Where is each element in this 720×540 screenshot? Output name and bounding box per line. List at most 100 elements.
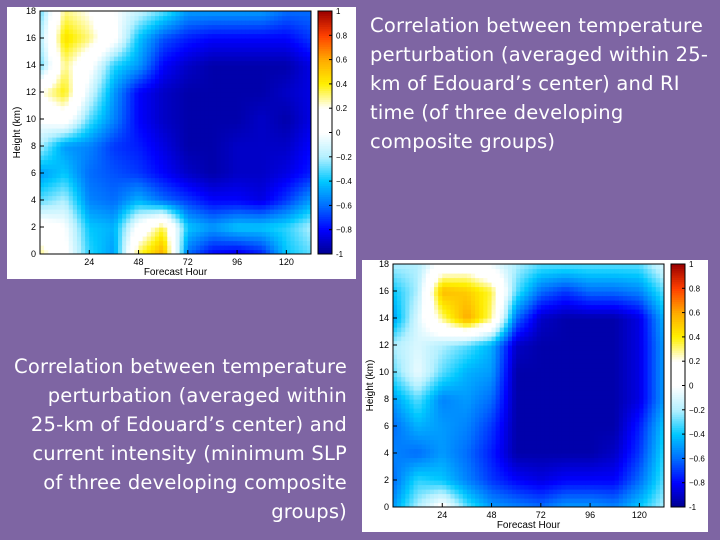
heatmap-cell <box>282 33 287 39</box>
heatmap-cell <box>401 363 406 369</box>
heatmap-cell <box>72 114 78 120</box>
heatmap-cell <box>138 222 144 228</box>
heatmap-cell <box>425 403 431 409</box>
heatmap-cell <box>85 11 90 17</box>
heatmap-cell <box>196 200 201 206</box>
heatmap-cell <box>282 56 287 62</box>
heatmap-cell <box>113 42 119 48</box>
heatmap-cell <box>446 354 452 360</box>
heatmap-cell <box>154 222 160 228</box>
heatmap-cell <box>274 177 279 183</box>
heatmap-cell <box>417 457 423 463</box>
heatmap-cell <box>397 349 402 355</box>
heatmap-cell <box>397 462 402 468</box>
heatmap-cell <box>60 155 66 161</box>
x-tick-label: 96 <box>232 257 242 267</box>
heatmap-cell <box>434 340 439 346</box>
heatmap-cell <box>471 322 476 328</box>
colorbar-swatch <box>318 145 332 149</box>
heatmap-cell <box>113 150 119 156</box>
heatmap-cell <box>208 87 214 93</box>
heatmap-cell <box>105 114 111 120</box>
heatmap-cell <box>68 83 74 89</box>
heatmap-cell <box>97 87 103 93</box>
heatmap-cell <box>138 33 144 39</box>
heatmap-cell <box>224 78 230 84</box>
heatmap-cell <box>208 204 214 210</box>
heatmap-cell <box>257 74 263 80</box>
heatmap-cell <box>97 182 103 188</box>
heatmap-cell <box>286 218 292 224</box>
heatmap-cell <box>200 51 205 57</box>
heatmap-cell <box>434 318 439 324</box>
heatmap-cell <box>113 51 119 57</box>
heatmap-cell <box>274 20 279 26</box>
heatmap-cell <box>479 471 484 477</box>
heatmap-cell <box>204 236 209 242</box>
heatmap-cell <box>159 227 164 233</box>
heatmap-cell <box>265 177 271 183</box>
heatmap-cell <box>253 74 259 80</box>
heatmap-cell <box>471 327 476 333</box>
heatmap-cell <box>200 150 205 156</box>
heatmap-cell <box>475 475 480 481</box>
heatmap-cell <box>89 231 94 237</box>
heatmap-cell <box>294 65 300 71</box>
heatmap-cell <box>413 484 419 490</box>
heatmap-cell <box>450 408 456 414</box>
heatmap-cell <box>245 150 251 156</box>
heatmap-cell <box>175 83 181 89</box>
heatmap-cell <box>200 240 205 246</box>
heatmap-cell <box>286 141 292 147</box>
heatmap-cell <box>89 128 94 134</box>
heatmap-cell <box>101 42 107 48</box>
heatmap-cell <box>154 168 160 174</box>
heatmap-cell <box>89 218 94 224</box>
heatmap-cell <box>290 119 296 125</box>
heatmap-cell <box>76 218 82 224</box>
heatmap-cell <box>220 92 226 98</box>
heatmap-cell <box>163 231 168 237</box>
heatmap-cell <box>109 249 115 254</box>
heatmap-cell <box>150 38 156 44</box>
heatmap-cell <box>475 435 480 441</box>
heatmap-cell <box>220 65 226 71</box>
heatmap-cell <box>290 123 296 129</box>
heatmap-cell <box>253 15 259 21</box>
heatmap-cell <box>118 146 123 152</box>
heatmap-cell <box>40 137 45 143</box>
heatmap-cell <box>159 74 164 80</box>
heatmap-cell <box>278 155 283 161</box>
heatmap-cell <box>483 331 489 337</box>
heatmap-cell <box>97 218 103 224</box>
heatmap-cell <box>274 24 279 30</box>
heatmap-cell <box>257 245 263 251</box>
heatmap-cell <box>40 105 45 111</box>
heatmap-cell <box>138 56 144 62</box>
heatmap-cell <box>68 20 74 26</box>
heatmap-cell <box>101 141 107 147</box>
heatmap-cell <box>68 123 74 129</box>
heatmap-cell <box>122 69 127 75</box>
colorbar-swatch <box>318 132 332 136</box>
heatmap-cell <box>105 65 111 71</box>
heatmap-cell <box>212 65 218 71</box>
heatmap-cell <box>471 340 476 346</box>
heatmap-cell <box>138 83 144 89</box>
heatmap-cell <box>425 354 431 360</box>
heatmap-cell <box>446 448 452 454</box>
y-tick-label: 10 <box>26 114 36 124</box>
heatmap-cell <box>126 191 131 197</box>
heatmap-cell <box>290 159 296 165</box>
heatmap-cell <box>167 101 172 107</box>
heatmap-cell <box>52 65 58 71</box>
heatmap-cell <box>278 38 283 44</box>
heatmap-cell <box>228 119 234 125</box>
heatmap-cell <box>401 430 406 436</box>
heatmap-cell <box>113 87 119 93</box>
heatmap-cell <box>425 277 431 283</box>
heatmap-cell <box>458 291 464 297</box>
heatmap-cell <box>413 304 419 310</box>
heatmap-cell <box>249 236 255 242</box>
heatmap-cell <box>60 114 66 120</box>
